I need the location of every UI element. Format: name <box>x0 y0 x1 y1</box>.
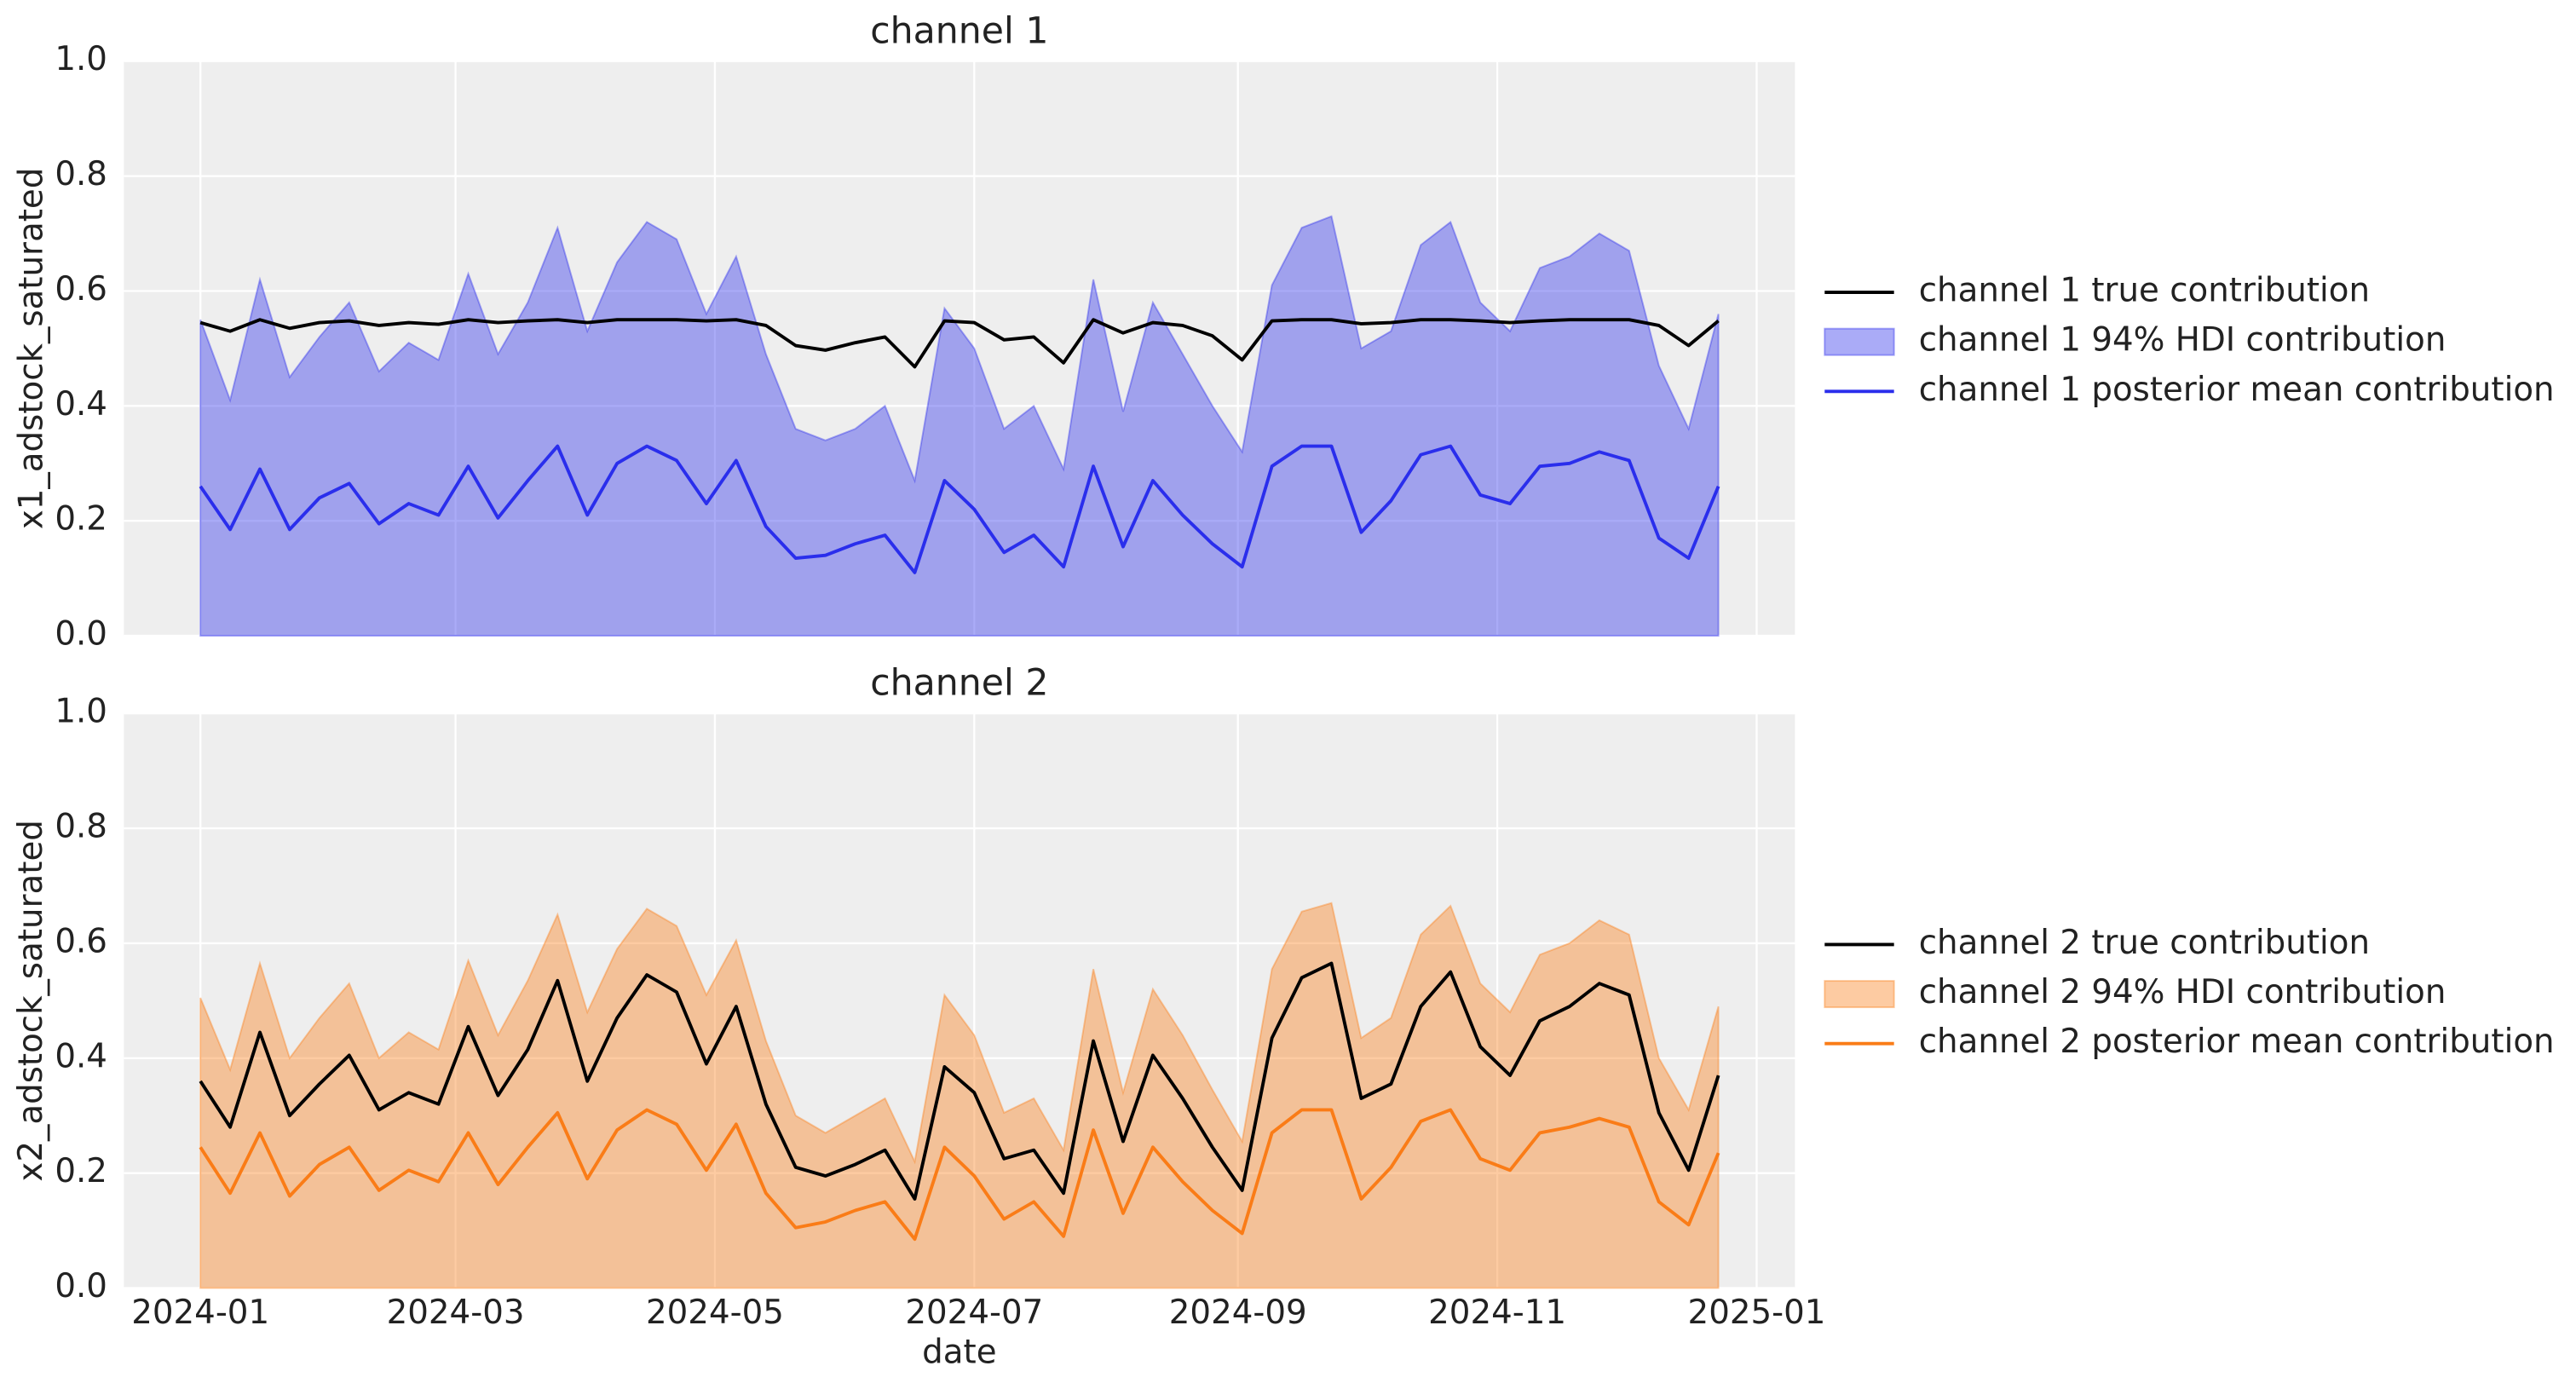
y-tick-label: 0.6 <box>55 922 107 960</box>
x-tick-label: 2024-05 <box>646 1294 784 1332</box>
y-tick-label: 0.0 <box>55 1267 107 1305</box>
x-tick-label: 2024-01 <box>131 1294 269 1332</box>
plot-background <box>124 713 1795 1288</box>
y-axis-label: x2_adstock_saturated <box>12 820 50 1182</box>
legend-swatch <box>1824 327 1895 356</box>
legend-label: channel 1 true contribution <box>1919 272 2370 310</box>
legend-label: channel 2 true contribution <box>1919 924 2370 962</box>
legend-swatch <box>1824 980 1895 1009</box>
legend-label: channel 1 posterior mean contribution <box>1919 371 2555 409</box>
y-tick-label: 0.4 <box>55 1037 107 1075</box>
y-tick-label: 1.0 <box>55 40 107 78</box>
plot-background <box>124 61 1795 637</box>
legend-label: channel 2 posterior mean contribution <box>1919 1023 2555 1061</box>
x-tick-label: 2024-11 <box>1428 1294 1566 1332</box>
y-tick-label: 1.0 <box>55 693 107 731</box>
series-line <box>199 961 1720 1201</box>
series-line <box>199 1108 1720 1242</box>
chart-title: channel 1 <box>870 9 1048 52</box>
legend-label: channel 1 94% HDI contribution <box>1919 321 2446 360</box>
x-tick-label: 2025-01 <box>1688 1294 1826 1332</box>
chart-title: channel 2 <box>870 662 1048 705</box>
x-tick-label: 2024-07 <box>905 1294 1043 1332</box>
y-axis-label: x1_adstock_saturated <box>12 168 50 530</box>
y-tick-label: 0.2 <box>55 1152 107 1190</box>
series-line <box>199 444 1720 574</box>
y-tick-label: 0.8 <box>55 808 107 846</box>
y-tick-label: 0.0 <box>55 615 107 654</box>
y-tick-label: 0.6 <box>55 270 107 308</box>
x-tick-label: 2024-09 <box>1169 1294 1307 1332</box>
x-tick-label: 2024-03 <box>387 1294 525 1332</box>
y-tick-label: 0.4 <box>55 385 107 424</box>
legend-label: channel 2 94% HDI contribution <box>1919 973 2446 1011</box>
y-tick-label: 0.8 <box>55 155 107 193</box>
x-axis-label: date <box>922 1334 996 1372</box>
series-line <box>199 318 1720 369</box>
y-tick-label: 0.2 <box>55 500 107 539</box>
